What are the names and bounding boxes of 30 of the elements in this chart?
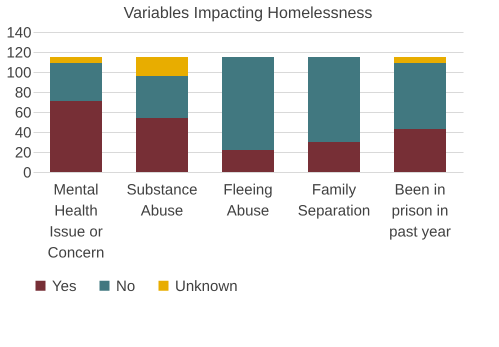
bar xyxy=(136,76,188,118)
y-tick-label: 0 xyxy=(23,164,32,182)
y-tick-label: 20 xyxy=(14,144,32,162)
x-tick-label: Been in prison in past year xyxy=(389,182,451,240)
bar xyxy=(136,57,188,76)
bar xyxy=(308,57,360,142)
chart-title: Variables Impacting Homelessness xyxy=(124,5,372,22)
y-tick-label: 80 xyxy=(14,84,32,102)
bar xyxy=(222,150,274,172)
y-tick-label: 100 xyxy=(6,64,32,82)
x-tick-label: Family Separation xyxy=(298,182,370,220)
bar xyxy=(50,101,102,172)
bar xyxy=(308,142,360,172)
bar xyxy=(394,63,446,129)
legend-label: Unknown xyxy=(175,278,238,295)
y-tick-label: 60 xyxy=(14,104,32,122)
y-tick-label: 40 xyxy=(14,124,32,142)
legend-label: Yes xyxy=(52,278,76,295)
bar xyxy=(394,57,446,63)
bar xyxy=(394,129,446,172)
bar xyxy=(50,57,102,63)
y-tick-label: 140 xyxy=(6,24,32,42)
legend-label: No xyxy=(116,278,136,295)
x-tick-label: Mental Health Issue or Concern xyxy=(48,182,104,262)
bar xyxy=(50,63,102,101)
bar xyxy=(136,118,188,172)
x-tick-label: Substance Abuse xyxy=(126,182,198,220)
bar xyxy=(222,57,274,150)
y-tick-label: 120 xyxy=(6,44,32,62)
x-tick-label: Fleeing Abuse xyxy=(223,182,273,220)
